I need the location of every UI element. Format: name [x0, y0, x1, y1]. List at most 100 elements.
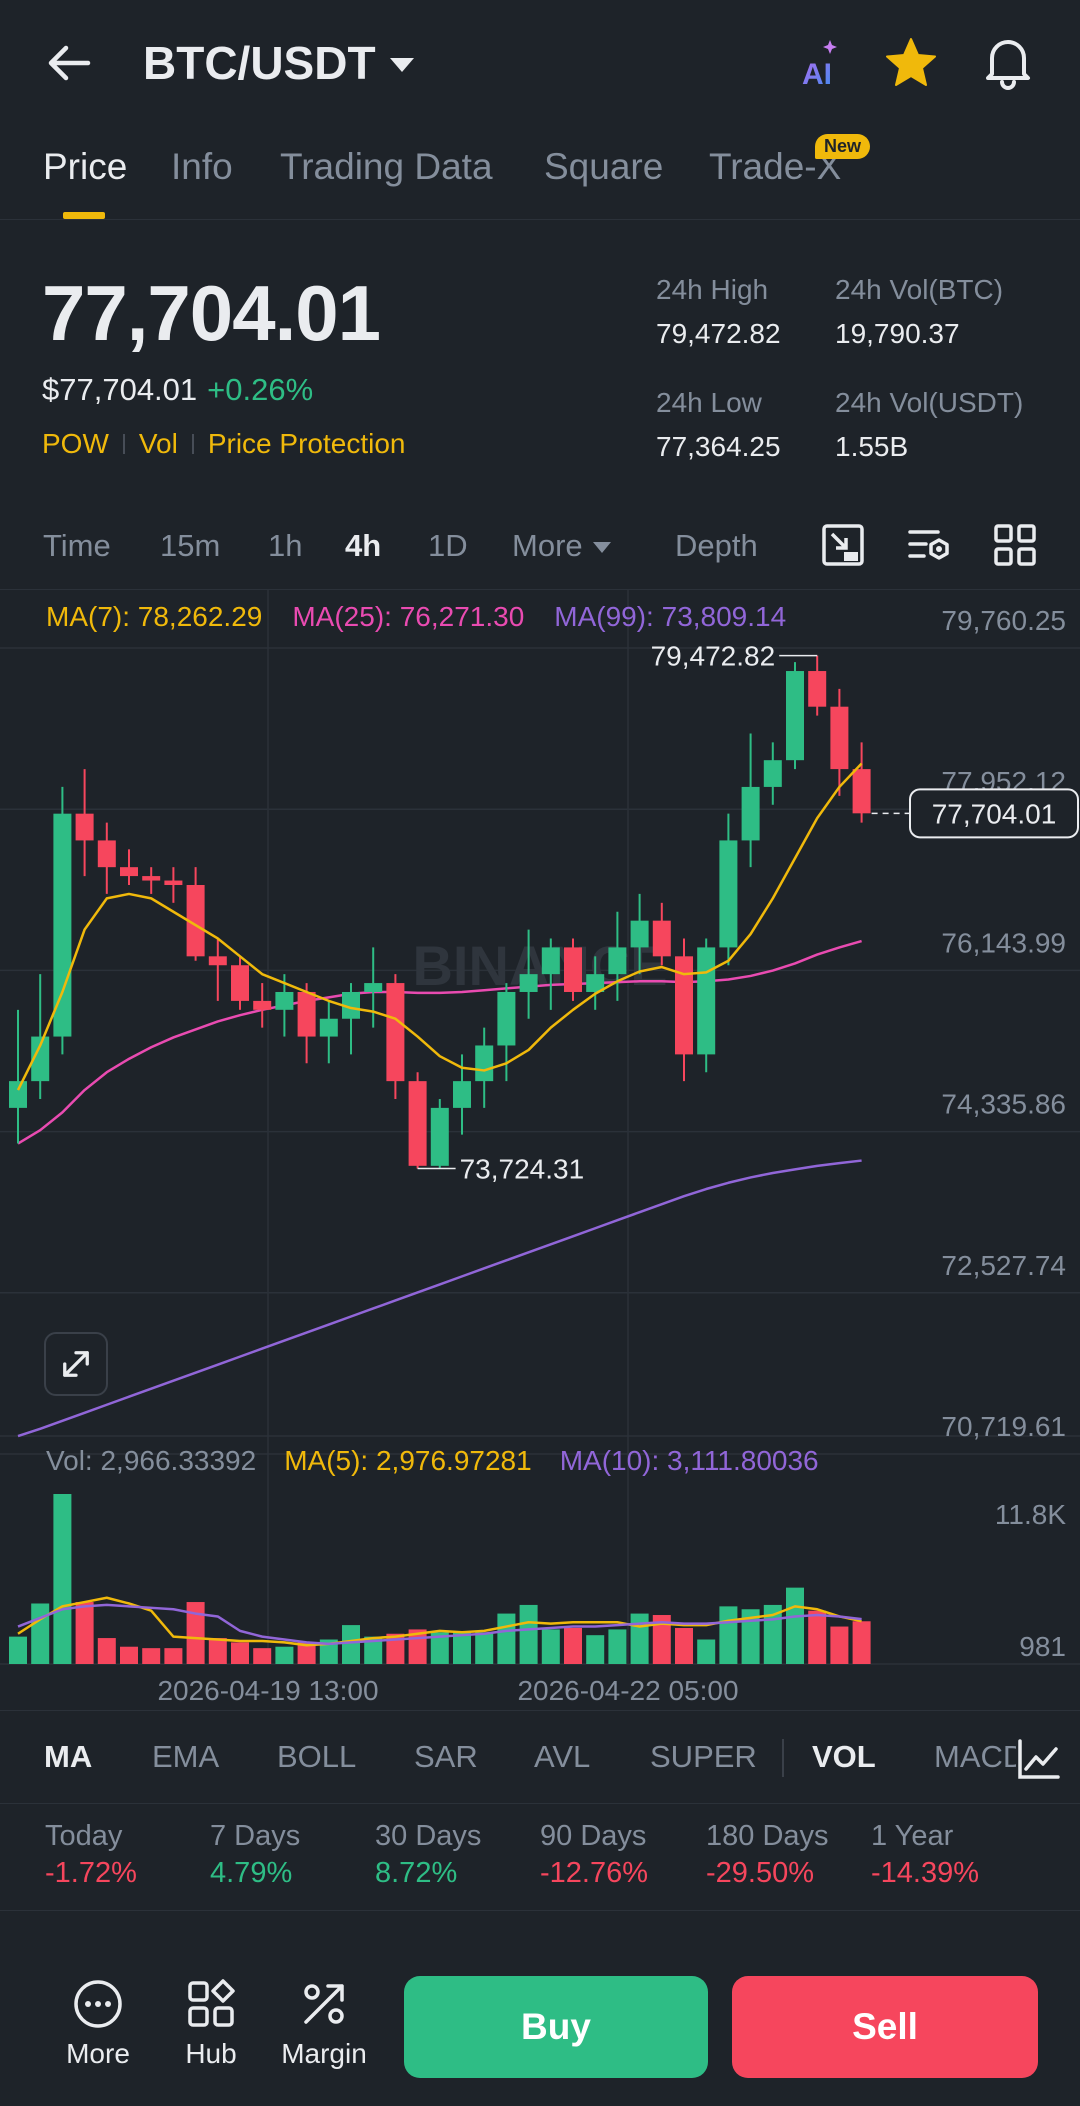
sell-button[interactable]: Sell	[732, 1976, 1038, 2078]
volume-bar	[630, 1613, 649, 1664]
tag-divider	[191, 434, 194, 454]
top-header: BTC/USDT AI	[0, 0, 1080, 125]
volume-bar	[741, 1609, 760, 1664]
chevron-down-icon	[592, 542, 611, 554]
volume-bar	[231, 1642, 249, 1664]
more-button[interactable]: More	[48, 1978, 148, 2070]
indicator-avl[interactable]: AVL	[534, 1739, 591, 1774]
volume-bar	[319, 1639, 338, 1664]
volume-legend: Vol: 2,966.33392 MA(5): 2,976.97281 MA(1…	[46, 1445, 819, 1477]
svg-text:AI: AI	[802, 58, 832, 88]
candle-body	[297, 991, 316, 1037]
volume-bar	[608, 1629, 627, 1664]
back-arrow-icon[interactable]	[44, 38, 94, 88]
margin-label: Margin	[281, 2038, 367, 2069]
indicator-macd[interactable]: MACD	[934, 1739, 1026, 1774]
new-badge: New	[815, 134, 871, 159]
tag-pow[interactable]: POW	[42, 428, 109, 459]
candle-body	[852, 769, 871, 814]
perf-90d: 90 Days -12.76%	[540, 1820, 648, 1890]
volume-bar	[342, 1625, 360, 1664]
ai-icon[interactable]: AI	[800, 38, 848, 88]
stat-label: 24h Vol(BTC)	[835, 274, 1004, 305]
interval-time[interactable]: Time	[43, 528, 111, 563]
price-tick-label: 77,952.12	[941, 766, 1066, 797]
price-tick-label: 72,527.74	[941, 1250, 1066, 1281]
volume-bar	[564, 1627, 582, 1664]
interval-15m[interactable]: 15m	[160, 528, 221, 563]
pair-selector[interactable]: BTC/USDT	[143, 36, 414, 90]
indicator-chart-icon[interactable]	[1016, 1737, 1062, 1781]
indicator-ema[interactable]: EMA	[152, 1739, 220, 1774]
indicator-super[interactable]: SUPER	[650, 1739, 757, 1774]
crop-icon[interactable]	[820, 522, 866, 568]
candle-body	[564, 947, 582, 992]
candle-body	[652, 920, 671, 957]
volume-ma-lines	[17, 1596, 862, 1647]
volume-bar	[830, 1626, 849, 1664]
ma7-legend: MA(7): 78,262.29	[46, 601, 263, 632]
ma-legend: MA(7): 78,262.29 MA(25): 76,271.30 MA(99…	[46, 601, 786, 633]
interval-1h[interactable]: 1h	[268, 528, 303, 563]
perf-value: -14.39%	[871, 1857, 980, 1889]
indicator-ma[interactable]: MA	[44, 1739, 93, 1774]
volume-bar	[253, 1648, 272, 1664]
indicator-sar[interactable]: SAR	[414, 1739, 478, 1774]
vol-ma5-legend: MA(5): 2,976.97281	[284, 1445, 532, 1476]
buy-button[interactable]: Buy	[404, 1976, 708, 2078]
tab-info[interactable]: Info	[171, 146, 233, 187]
ma7-polyline	[16, 762, 863, 1091]
ma25-legend: MA(25): 76,271.30	[292, 601, 525, 632]
margin-button[interactable]: Margin	[274, 1978, 374, 2070]
perf-label: Today	[45, 1820, 123, 1852]
grid-layout-icon[interactable]	[992, 522, 1038, 568]
indicator-vol[interactable]: VOL	[812, 1739, 876, 1774]
star-icon[interactable]	[884, 36, 938, 90]
volume-bar	[364, 1636, 383, 1664]
vol-legend: Vol: 2,966.33392	[46, 1445, 257, 1476]
asset-tags: POW Vol Price Protection	[42, 428, 405, 460]
candle-body	[275, 991, 294, 1010]
stat-label: 24h Low	[656, 387, 762, 418]
volume-bar	[519, 1604, 538, 1664]
indicator-boll[interactable]: BOLL	[277, 1739, 357, 1774]
volume-bar	[208, 1638, 227, 1664]
more-label: More	[66, 2038, 130, 2069]
candle-body	[630, 920, 649, 948]
candle-body	[541, 947, 560, 975]
interval-depth[interactable]: Depth	[675, 528, 758, 563]
volume-bar	[808, 1610, 827, 1664]
usd-price-row: $77,704.01 +0.26%	[42, 372, 313, 408]
indicator-settings-icon[interactable]	[906, 522, 952, 568]
interval-more[interactable]: More	[512, 528, 611, 564]
divider	[0, 1910, 1080, 1911]
candle-body	[142, 876, 161, 881]
volume-bars	[9, 1494, 871, 1664]
interval-1d[interactable]: 1D	[428, 528, 468, 563]
watermark: BINANCE	[412, 934, 667, 997]
volume-bar	[497, 1613, 516, 1664]
perf-label: 7 Days	[210, 1820, 301, 1852]
volume-bar	[297, 1642, 316, 1664]
hub-button[interactable]: Hub	[161, 1978, 261, 2070]
interval-4h[interactable]: 4h	[345, 528, 382, 563]
tab-square[interactable]: Square	[544, 146, 664, 187]
tag-price-protection[interactable]: Price Protection	[207, 428, 406, 459]
fullscreen-button[interactable]	[44, 1332, 108, 1396]
volume-bar	[475, 1632, 494, 1664]
tag-vol[interactable]: Vol	[138, 428, 178, 459]
tab-price[interactable]: Price	[43, 146, 128, 187]
time-tick-label: 2026-04-19 13:00	[157, 1675, 378, 1706]
volume-tick-label: 11.8K	[995, 1499, 1066, 1530]
perf-180d: 180 Days -29.50%	[706, 1820, 829, 1890]
price-tick-label: 79,760.25	[941, 605, 1066, 636]
bell-icon[interactable]	[982, 34, 1034, 90]
price-tick-label: 74,335.86	[941, 1089, 1066, 1120]
candles	[9, 655, 871, 1169]
candle-body	[786, 671, 804, 761]
vol-ma5-polyline	[17, 1596, 862, 1647]
candle-body	[697, 947, 716, 1055]
volume-bar	[675, 1627, 693, 1664]
tab-trading-data[interactable]: Trading Data	[280, 146, 493, 187]
last-price: 77,704.01	[42, 269, 381, 357]
